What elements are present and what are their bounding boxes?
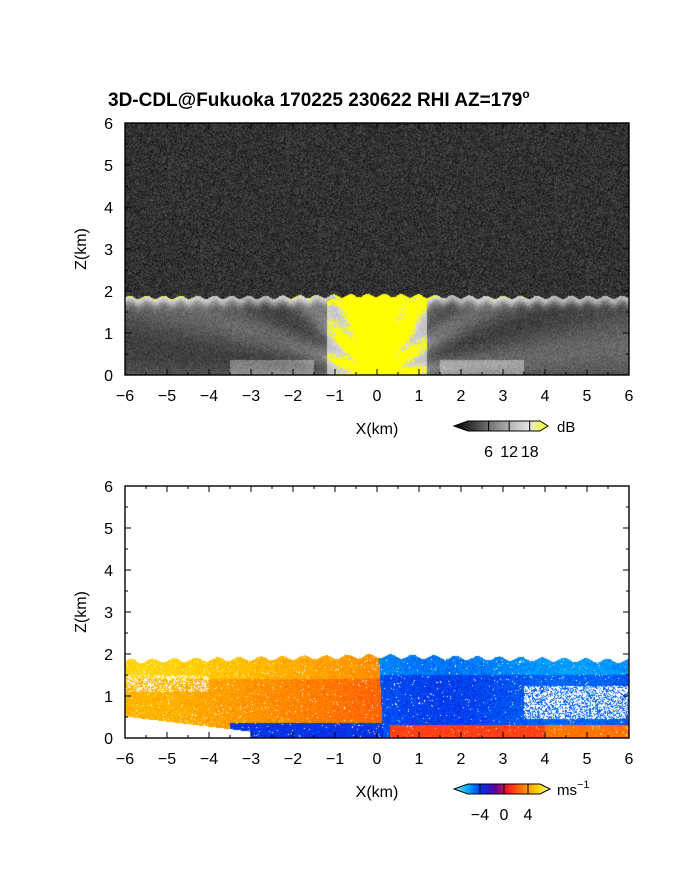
reflectivity-colorbar: dB 6 12 18 [452,419,575,461]
reflectivity-x-tick-label: −5 [158,388,176,405]
reflectivity-y-tick-label: 4 [104,200,113,217]
reflectivity-y-tick-label: 3 [104,242,113,259]
reflectivity-y-tick-label: 6 [104,116,113,133]
velocity-panel: −6 −5 −4 −3 −2 −1 0 1 2 3 4 5 6 0 1 2 3 4 5 6 X(km) Z(km) m… [73,479,634,824]
velocity-y-tick-label: 3 [104,605,113,622]
reflectivity-heatmap [125,123,629,375]
velocity-x-tick-label: 6 [625,751,634,768]
velocity-colorbar-unit-base: ms [557,782,577,799]
velocity-colorbar-tick-label: 0 [500,807,509,824]
reflectivity-x-tick-label: 0 [373,388,382,405]
figure-title-degree: o [522,87,529,101]
reflectivity-x-tick-label: 1 [415,388,424,405]
velocity-y-tick-label: 0 [104,731,113,748]
velocity-y-tick-label: 1 [104,689,113,706]
velocity-ylabel: Z(km) [73,591,90,633]
reflectivity-x-tick-label: 5 [583,388,592,405]
velocity-x-tick-label: −3 [242,751,260,768]
reflectivity-x-tick-label: −1 [326,388,344,405]
reflectivity-colorbar-bar [452,420,549,432]
reflectivity-x-tick-label: −2 [284,388,302,405]
velocity-colorbar-unit-sup: −1 [577,779,590,791]
reflectivity-colorbar-tick-label: 18 [521,444,539,461]
velocity-colorbar: ms−1 −4 0 4 [452,779,590,824]
reflectivity-image [125,123,629,375]
velocity-x-tick-label: −1 [326,751,344,768]
velocity-x-tick-label: 0 [373,751,382,768]
figure-title: 3D-CDL@Fukuoka 170225 230622 RHI AZ=179o [108,87,530,111]
reflectivity-y-tick-label: 2 [104,284,113,301]
velocity-colorbar-ticks: −4 0 4 [471,784,533,824]
reflectivity-x-tick-label: 3 [499,388,508,405]
reflectivity-colorbar-unit: dB [557,419,575,436]
velocity-x-tick-label: −2 [284,751,302,768]
velocity-x-tick-label: −4 [200,751,218,768]
reflectivity-xlabel: X(km) [356,421,399,438]
reflectivity-colorbar-tick-label: 6 [484,444,493,461]
velocity-colorbar-bar [452,783,552,795]
velocity-y-tick-label: 4 [104,563,113,580]
reflectivity-x-tick-label: −4 [200,388,218,405]
reflectivity-y-tick-label: 1 [104,326,113,343]
velocity-heatmap [125,486,629,738]
reflectivity-colorbar-ticks: 6 12 18 [484,421,539,461]
reflectivity-colorbar-tick-label: 12 [500,444,518,461]
velocity-colorbar-tick-label: −4 [471,807,489,824]
reflectivity-x-tick-label: 4 [541,388,550,405]
velocity-x-tick-label: 3 [499,751,508,768]
velocity-y-tick-label: 6 [104,479,113,496]
reflectivity-axes: −6 −5 −4 −3 −2 −1 0 1 2 3 4 5 6 0 1 2 3 4 5 6 [104,116,633,405]
velocity-x-tick-label: −6 [116,751,134,768]
velocity-image [125,486,629,738]
velocity-y-tick-label: 2 [104,647,113,664]
velocity-x-tick-label: 5 [583,751,592,768]
velocity-colorbar-unit: ms−1 [557,779,590,799]
velocity-x-tick-label: −5 [158,751,176,768]
velocity-y-tick-label: 5 [104,521,113,538]
reflectivity-x-tick-label: −3 [242,388,260,405]
reflectivity-x-tick-label: −6 [116,388,134,405]
velocity-x-tick-label: 1 [415,751,424,768]
figure-title-text: 3D-CDL@Fukuoka 170225 230622 RHI AZ=179 [108,90,522,111]
velocity-xlabel: X(km) [356,784,399,801]
reflectivity-x-tick-label: 2 [457,388,466,405]
reflectivity-ylabel: Z(km) [73,228,90,270]
velocity-x-tick-label: 4 [541,751,550,768]
reflectivity-y-tick-label: 0 [104,368,113,385]
velocity-x-tick-label: 2 [457,751,466,768]
velocity-colorbar-tick-label: 4 [524,807,533,824]
velocity-axes: −6 −5 −4 −3 −2 −1 0 1 2 3 4 5 6 0 1 2 3 4 5 6 [104,479,633,768]
reflectivity-x-tick-label: 6 [625,388,634,405]
reflectivity-y-tick-label: 5 [104,158,113,175]
